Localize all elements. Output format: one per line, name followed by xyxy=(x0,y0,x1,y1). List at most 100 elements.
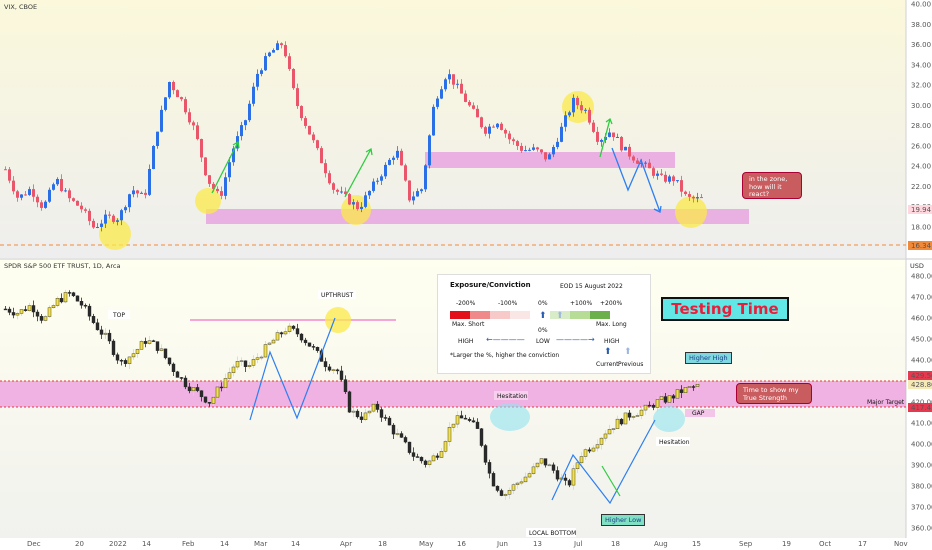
candle-body xyxy=(115,354,120,361)
time-tick: May xyxy=(419,540,433,548)
candle-body xyxy=(40,202,43,208)
candle-body xyxy=(600,139,603,142)
hesitation-zone-2 xyxy=(653,406,685,432)
candle-body xyxy=(235,361,240,368)
candle-body xyxy=(583,449,588,457)
candle-body xyxy=(568,112,571,116)
candle-body xyxy=(368,190,371,196)
candle-body xyxy=(595,444,600,449)
spy-price-2: 428.86 xyxy=(911,381,932,389)
time-tick: 18 xyxy=(611,540,620,548)
candle-body xyxy=(279,332,284,335)
candle-body xyxy=(608,132,611,137)
candle-body xyxy=(520,145,523,151)
candle-body xyxy=(63,292,68,303)
candle-body xyxy=(267,342,272,345)
candle-body xyxy=(464,93,467,102)
spy-callout: Time to show my True Strength xyxy=(736,383,812,404)
candle-body xyxy=(427,460,432,465)
spy-highlight-upthrust xyxy=(325,307,351,333)
candle-body xyxy=(528,149,531,151)
candle-body xyxy=(671,395,676,399)
candle-body xyxy=(603,433,608,439)
time-tick: 2022 xyxy=(109,540,127,548)
candle-body xyxy=(363,412,368,420)
candle-body xyxy=(231,366,236,373)
candle-body xyxy=(76,200,79,206)
candle-body xyxy=(399,433,404,438)
price-tick: 28.00 xyxy=(911,122,931,130)
spy-price-3: 417.41 xyxy=(911,404,932,412)
candle-body xyxy=(243,360,248,367)
candle-body xyxy=(407,441,412,453)
candle-body xyxy=(400,150,403,166)
candle-body xyxy=(556,141,559,148)
legend-max-long: Max. Long xyxy=(596,321,627,328)
time-tick: Nov xyxy=(894,540,908,548)
candle-body xyxy=(56,178,59,185)
candle-body xyxy=(264,56,267,71)
candle-body xyxy=(351,410,356,413)
candle-body xyxy=(676,180,679,182)
candle-body xyxy=(655,399,660,408)
candle-body xyxy=(111,340,116,355)
candle-body xyxy=(256,73,259,87)
candle-body xyxy=(224,177,227,196)
candle-body xyxy=(392,157,395,160)
candle-body xyxy=(656,173,659,176)
legend-current-marker-icon: ⬆ xyxy=(539,311,547,321)
vix-highlight-2 xyxy=(195,188,221,214)
legend-scale-swatch xyxy=(450,311,470,319)
candle-body xyxy=(540,149,543,153)
candle-body xyxy=(592,122,595,132)
candle-body xyxy=(124,207,127,211)
candle-body xyxy=(620,136,623,151)
candle-body xyxy=(651,404,656,408)
time-tick: Jun xyxy=(496,540,508,548)
candle-body xyxy=(220,191,223,196)
candle-body xyxy=(355,410,360,418)
candle-body xyxy=(352,202,355,205)
candle-body xyxy=(387,417,392,426)
candle-body xyxy=(688,194,691,197)
candle-body xyxy=(103,332,108,335)
candle-body xyxy=(607,429,612,435)
candle-body xyxy=(316,140,319,149)
candle-body xyxy=(507,490,512,495)
candle-body xyxy=(628,146,631,157)
legend-high-right: HIGH xyxy=(604,338,620,345)
candle-body xyxy=(360,206,363,210)
candle-body xyxy=(180,97,183,100)
price-tick: 24.00 xyxy=(911,163,931,171)
candle-body xyxy=(672,176,675,182)
time-tick: Aug xyxy=(654,540,668,548)
label-gap: GAP xyxy=(692,410,705,417)
hesitation-zone-1 xyxy=(490,403,530,431)
candle-body xyxy=(532,147,535,150)
candle-body xyxy=(551,464,556,471)
legend-scale-label-2: 0% xyxy=(538,300,548,307)
price-tick: 32.00 xyxy=(911,82,931,90)
time-tick: Apr xyxy=(340,540,352,548)
legend-color-scale xyxy=(450,311,610,319)
candle-body xyxy=(471,420,476,423)
candle-body xyxy=(588,109,591,123)
candle-body xyxy=(172,81,175,91)
candle-body xyxy=(140,192,143,194)
candle-body xyxy=(168,81,171,98)
candle-body xyxy=(547,464,552,467)
legend-max-short: Max. Short xyxy=(452,321,485,328)
candle-body xyxy=(247,365,252,367)
candle-body xyxy=(571,468,576,486)
time-tick: 14 xyxy=(142,540,151,548)
candle-body xyxy=(68,190,71,199)
candle-body xyxy=(564,115,567,127)
candle-body xyxy=(340,191,343,193)
candle-body xyxy=(139,341,144,350)
candle-body xyxy=(52,184,55,190)
candle-body xyxy=(239,360,244,362)
candle-body xyxy=(276,43,279,51)
candle-body xyxy=(39,316,44,321)
candle-body xyxy=(27,305,32,311)
candle-body xyxy=(524,150,527,152)
